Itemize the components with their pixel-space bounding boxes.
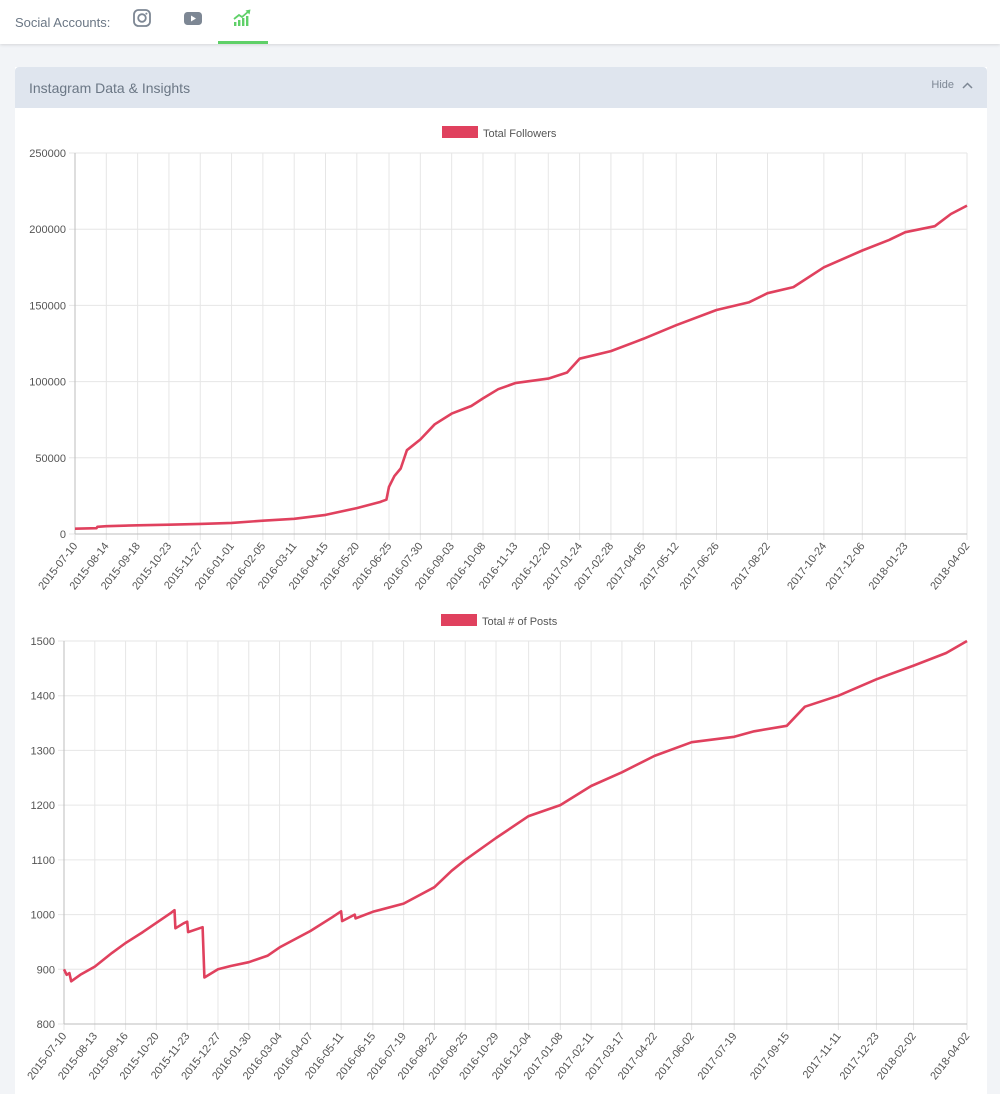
chevron-up-icon [962,81,973,89]
insights-panel: Instagram Data & Insights Hide [15,67,987,1094]
y-tick-label: 100000 [29,377,66,389]
instagram-icon [133,9,151,27]
x-tick-label: 2017-09-15 [748,1030,792,1082]
y-tick-label: 150000 [29,300,66,312]
active-tab-indicator [218,41,268,44]
x-tick-label: 2017-08-22 [729,540,773,592]
chart-legend[interactable]: Total Followers [442,126,557,140]
growth-chart-icon [233,9,251,26]
chart-legend[interactable]: Total # of Posts [441,614,558,628]
legend-swatch [442,126,478,138]
y-tick-label: 1000 [31,910,55,922]
hide-label: Hide [931,79,954,91]
social-accounts-label: Social Accounts: [15,15,111,30]
y-tick-label: 50000 [35,453,66,465]
legend-label: Total # of Posts [482,616,558,628]
series-line [62,639,968,983]
y-tick-label: 900 [37,964,55,976]
hide-button[interactable]: Hide [931,79,973,91]
x-tick-label: 2018-04-02 [928,1030,972,1082]
y-tick-label: 1400 [31,691,55,703]
y-tick-label: 800 [37,1019,55,1031]
y-tick-label: 200000 [29,224,66,236]
y-tick-label: 1500 [31,636,55,648]
y-tick-label: 250000 [29,148,66,160]
legend-swatch [441,614,477,626]
y-tick-label: 1100 [31,855,55,867]
youtube-icon [184,12,202,25]
x-tick-label: 2017-06-26 [678,540,722,592]
top-bar: Social Accounts: [0,0,1000,44]
followers-chart: Total Followers 250000 200000 150000 100000 5… [29,126,972,592]
x-tick-label: 2018-01-23 [867,540,911,592]
tab-growth-chart[interactable] [218,9,268,44]
tab-youtube[interactable] [168,9,218,44]
posts-chart: Total # of Posts 1500 1400 1300 1200 1100 1000… [25,614,972,1082]
panel-header: Instagram Data & Insights Hide [15,67,987,108]
series-line [74,204,968,530]
y-tick-label: 1300 [31,745,55,757]
x-tick-label: 2017-10-24 [785,540,829,592]
x-tick-label: 2017-12-06 [824,540,868,592]
tab-instagram[interactable] [117,9,167,44]
y-tick-label: 0 [60,529,66,541]
x-tick-label: 2017-11-11 [801,1030,844,1080]
panel-title: Instagram Data & Insights [29,80,191,96]
y-tick-label: 1200 [31,800,55,812]
x-tick-label: 2017-07-19 [695,1030,739,1082]
legend-label: Total Followers [483,128,557,140]
x-tick-label: 2018-04-02 [928,540,972,592]
